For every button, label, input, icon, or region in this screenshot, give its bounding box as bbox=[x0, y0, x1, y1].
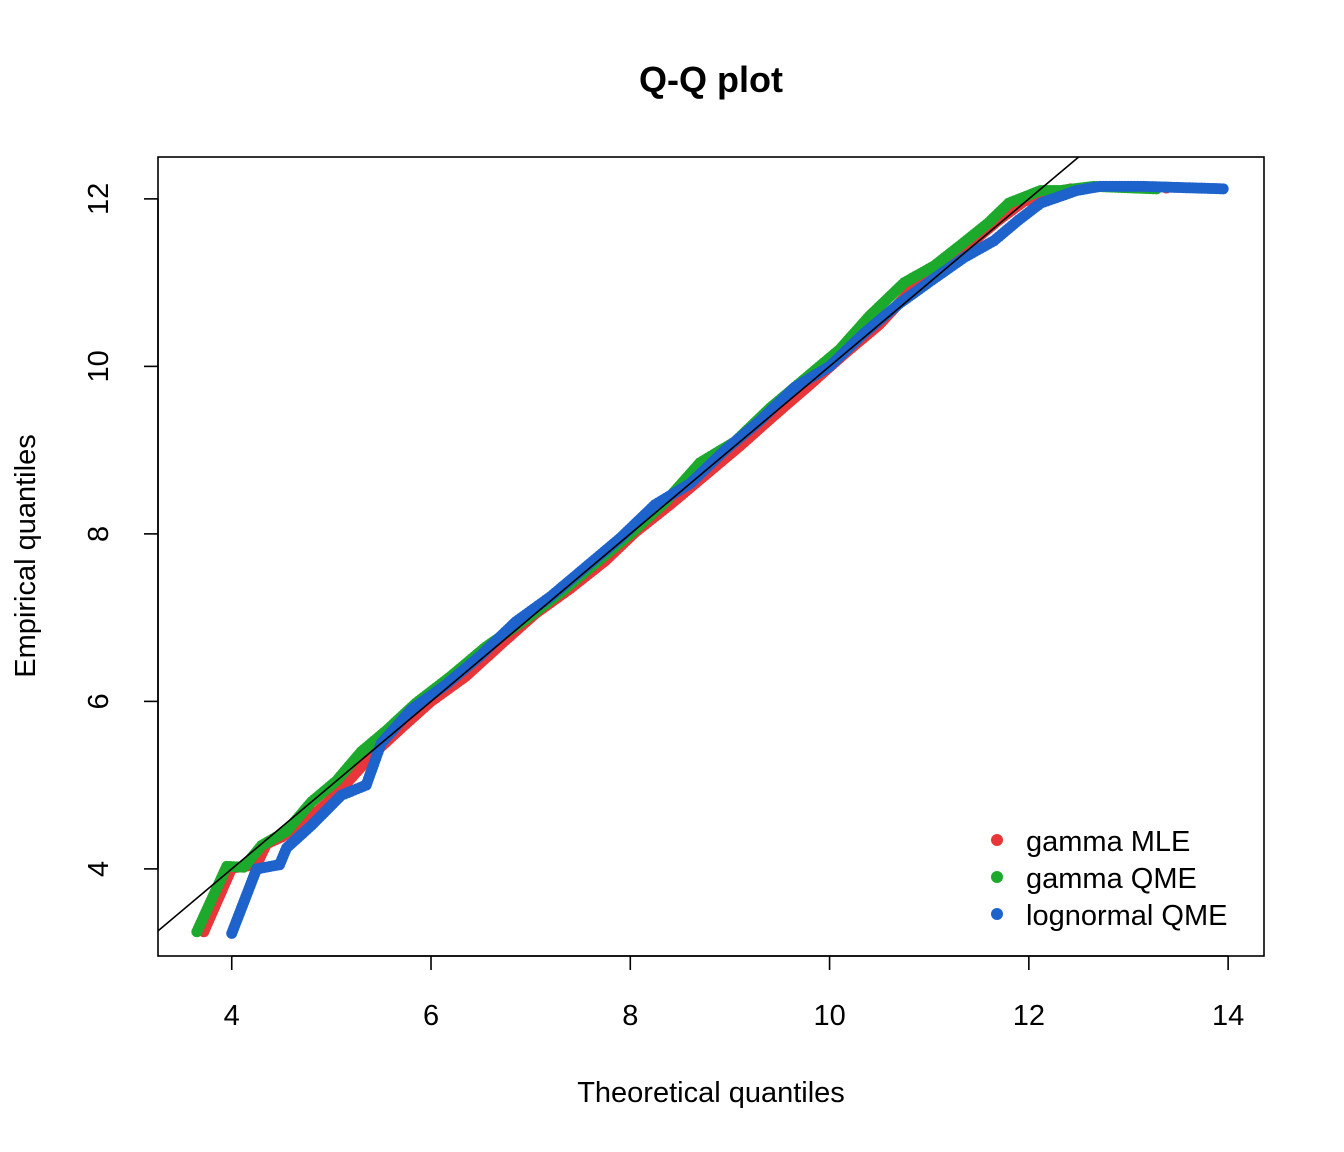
legend-label: gamma QME bbox=[1026, 863, 1197, 895]
series-gamma-mle bbox=[198, 182, 1172, 938]
legend-label: lognormal QME bbox=[1026, 900, 1227, 932]
y-axis-title: Empirical quantiles bbox=[10, 434, 42, 677]
reference-line bbox=[158, 157, 1080, 932]
series-gamma-qme bbox=[191, 180, 1162, 938]
x-tick-label: 14 bbox=[1212, 1000, 1244, 1032]
y-tick-label: 6 bbox=[83, 693, 115, 709]
y-tick-label: 10 bbox=[83, 350, 115, 382]
legend-marker bbox=[991, 834, 1003, 846]
y-axis: 4 6 8 10 12 bbox=[83, 183, 159, 877]
x-tick-label: 6 bbox=[423, 1000, 439, 1032]
x-tick-label: 8 bbox=[622, 1000, 638, 1032]
data-point bbox=[1217, 183, 1229, 195]
y-tick-label: 4 bbox=[83, 861, 115, 877]
x-axis: 4 6 8 10 12 14 bbox=[224, 955, 1244, 1032]
legend-marker bbox=[991, 908, 1003, 920]
legend: gamma MLE gamma QME lognormal QME bbox=[991, 826, 1227, 932]
x-tick-label: 12 bbox=[1013, 1000, 1045, 1032]
legend-marker bbox=[991, 871, 1003, 883]
x-axis-title: Theoretical quantiles bbox=[577, 1077, 845, 1109]
y-tick-label: 12 bbox=[83, 183, 115, 215]
legend-label: gamma MLE bbox=[1026, 826, 1190, 858]
x-tick-label: 4 bbox=[224, 1000, 240, 1032]
y-tick-label: 8 bbox=[83, 526, 115, 542]
x-tick-label: 10 bbox=[813, 1000, 845, 1032]
chart-title: Q-Q plot bbox=[639, 59, 783, 100]
